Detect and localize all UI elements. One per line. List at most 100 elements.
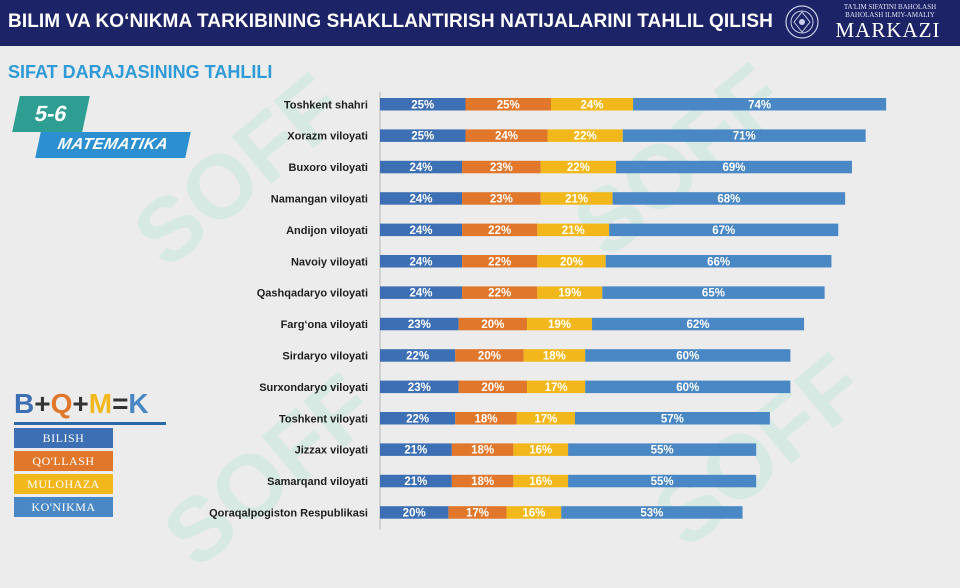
data-label: 21% bbox=[404, 476, 427, 488]
category-label: Buxoro viloyati bbox=[289, 162, 368, 174]
bar-segment bbox=[540, 160, 616, 174]
data-label: 23% bbox=[490, 162, 513, 174]
data-label: 65% bbox=[702, 288, 725, 300]
formula-plus: + bbox=[34, 388, 51, 419]
formula-k: K bbox=[128, 388, 149, 419]
data-label: 19% bbox=[558, 288, 581, 300]
logo-caption-line1: TA'LIM SIFATINI BAHOLASH bbox=[843, 3, 937, 11]
logo-caption-line2: BAHOLASH ILMIY-AMALIY bbox=[845, 11, 935, 19]
bar-segment bbox=[506, 506, 562, 519]
data-label: 17% bbox=[545, 382, 568, 394]
data-label: 17% bbox=[534, 413, 557, 425]
bar-segment bbox=[551, 98, 634, 111]
bar-segment bbox=[547, 129, 623, 142]
bar-segment bbox=[451, 443, 514, 456]
bar-segment bbox=[592, 317, 805, 331]
bar-segment bbox=[462, 286, 538, 299]
logo-caption: TA'LIM SIFATINI BAHOLASH BAHOLASH ILMIY-… bbox=[828, 3, 952, 19]
data-label: 74% bbox=[748, 99, 771, 111]
data-label: 24% bbox=[410, 225, 433, 237]
bar-segment bbox=[462, 255, 538, 268]
bar-segment bbox=[380, 317, 459, 331]
data-label: 60% bbox=[676, 382, 699, 394]
bar-segment bbox=[462, 192, 541, 205]
data-label: 21% bbox=[565, 193, 588, 205]
data-label: 60% bbox=[676, 350, 699, 362]
bar-segment bbox=[380, 443, 452, 456]
bar-segment bbox=[585, 349, 791, 362]
bar-segment bbox=[615, 160, 852, 174]
data-label: 19% bbox=[548, 319, 571, 331]
data-label: 20% bbox=[403, 507, 426, 519]
bar-segment bbox=[462, 223, 538, 237]
data-label: 20% bbox=[481, 319, 504, 331]
legend-bilish: BILISH bbox=[14, 428, 113, 448]
bar-segment bbox=[455, 412, 517, 425]
category-label: Xorazm viloyati bbox=[287, 131, 368, 143]
stacked-bar-chart: Toshkent shahri 25% 25% 24% 74% Xorazm viloya… bbox=[209, 92, 887, 530]
formula-q: Q bbox=[50, 388, 73, 419]
bar-segment bbox=[380, 286, 463, 299]
bar-segment bbox=[462, 160, 541, 174]
data-label: 22% bbox=[488, 256, 511, 268]
category-label: Jizzax viloyati bbox=[295, 445, 368, 457]
data-label: 24% bbox=[410, 162, 433, 174]
bar-segment bbox=[380, 412, 456, 425]
bar-segment bbox=[568, 474, 757, 488]
formula-b: B bbox=[14, 388, 35, 419]
data-label: 22% bbox=[488, 225, 511, 237]
data-label: 71% bbox=[733, 131, 756, 143]
data-label: 53% bbox=[640, 507, 663, 519]
data-label: 18% bbox=[471, 445, 494, 457]
data-label: 20% bbox=[560, 256, 583, 268]
data-label: 57% bbox=[661, 413, 684, 425]
section-subtitle: SIFAT DARAJASINING TAHLILI bbox=[8, 62, 273, 82]
bar-segment bbox=[380, 160, 463, 174]
formula: B+Q+M=K bbox=[14, 388, 149, 420]
logo-wordmark: MARKAZI bbox=[835, 18, 941, 42]
header-bar: BILIM VA KO‘NIKMA TARKIBINING SHAKLLANTI… bbox=[0, 0, 960, 46]
bar-segment bbox=[380, 255, 463, 268]
data-label: 21% bbox=[404, 445, 427, 457]
bar-segment bbox=[523, 349, 586, 362]
bar-segment bbox=[458, 380, 528, 394]
data-label: 16% bbox=[522, 507, 545, 519]
bar-segment bbox=[513, 474, 569, 488]
bar-segment bbox=[527, 317, 593, 331]
bar-segment bbox=[448, 506, 507, 519]
bar-segment bbox=[465, 98, 551, 111]
data-label: 68% bbox=[717, 193, 740, 205]
emblem-icon bbox=[785, 5, 819, 39]
data-label: 66% bbox=[707, 256, 730, 268]
legend-qollash: QO'LLASH bbox=[14, 451, 113, 471]
data-label: 67% bbox=[712, 225, 735, 237]
data-label: 25% bbox=[411, 131, 434, 143]
data-label: 23% bbox=[408, 382, 431, 394]
bar-segment bbox=[527, 380, 586, 394]
bar-segment bbox=[574, 412, 770, 425]
data-label: 23% bbox=[408, 319, 431, 331]
bar-segment bbox=[609, 223, 839, 237]
bar-segment bbox=[537, 255, 606, 268]
bar-segment bbox=[602, 286, 825, 299]
category-label: Qashqadaryo viloyati bbox=[257, 288, 368, 300]
data-label: 18% bbox=[543, 350, 566, 362]
data-label: 18% bbox=[475, 413, 498, 425]
category-label: Sirdaryo viloyati bbox=[282, 350, 368, 362]
bar-segment bbox=[605, 255, 832, 268]
data-label: 20% bbox=[481, 382, 504, 394]
data-label: 24% bbox=[410, 256, 433, 268]
data-label: 17% bbox=[466, 507, 489, 519]
category-label: Andijon viloyati bbox=[286, 225, 368, 237]
data-label: 69% bbox=[722, 162, 745, 174]
category-label: Toshkent shahri bbox=[284, 99, 368, 111]
bar-segment bbox=[380, 98, 466, 111]
bar-segment bbox=[451, 474, 514, 488]
data-label: 22% bbox=[567, 162, 590, 174]
category-label: Farg‘ona viloyati bbox=[281, 319, 368, 331]
data-label: 62% bbox=[687, 319, 710, 331]
data-label: 18% bbox=[471, 476, 494, 488]
bar-segment bbox=[537, 223, 610, 237]
bar-segment bbox=[380, 380, 459, 394]
data-label: 55% bbox=[651, 445, 674, 457]
